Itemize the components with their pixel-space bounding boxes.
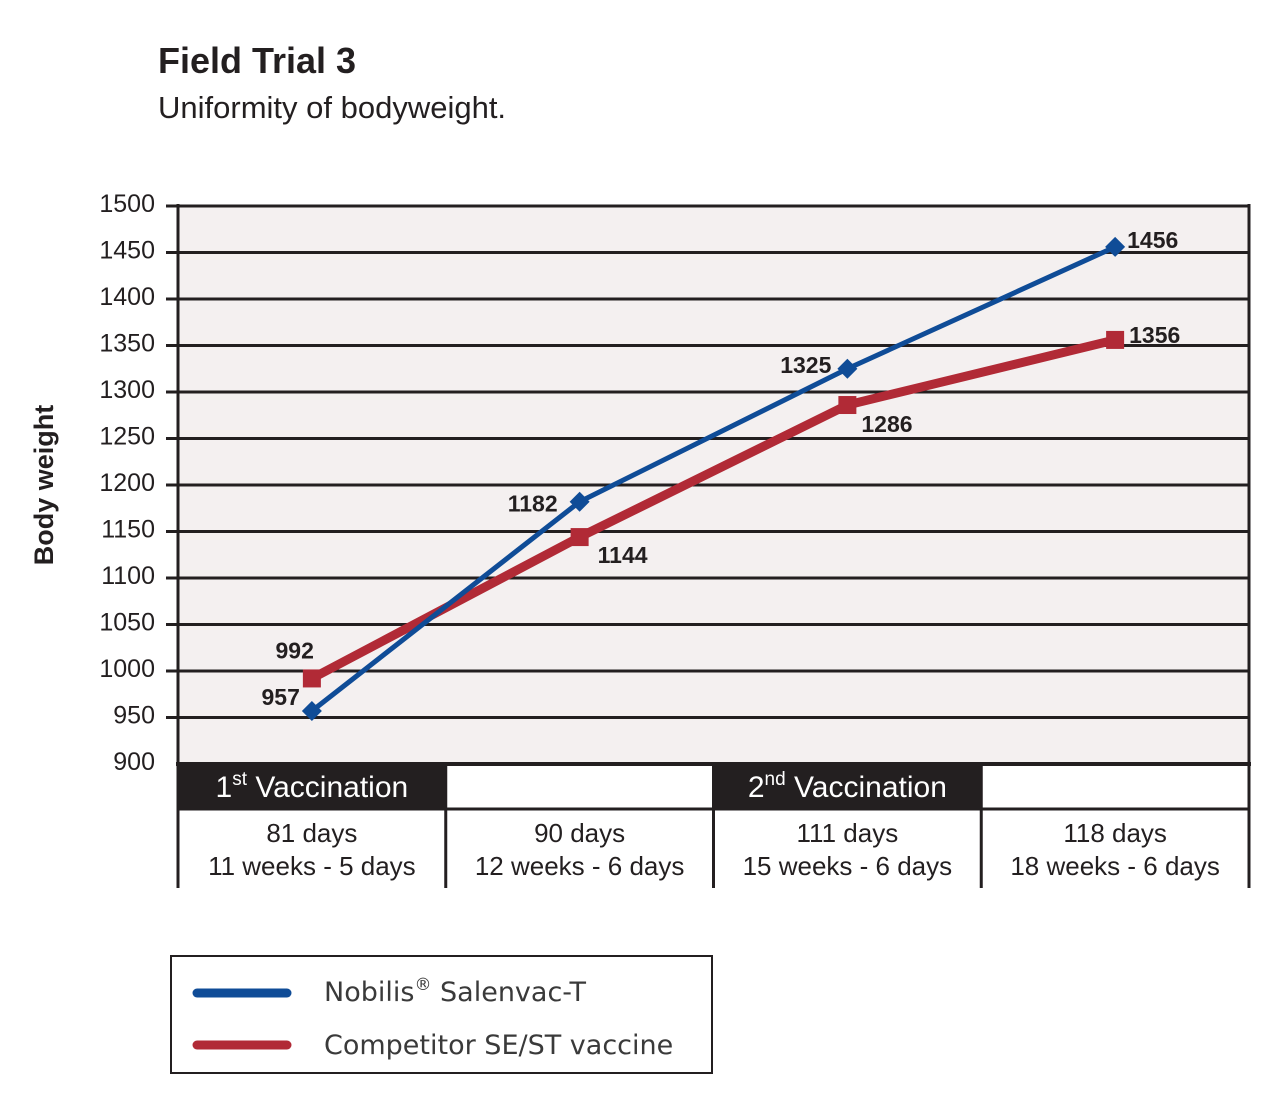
legend-label-nobilis: Nobilis® Salenvac-T — [324, 975, 587, 1008]
series-layer — [301, 236, 1126, 721]
series-line — [309, 244, 1118, 714]
chart-subtitle: Uniformity of bodyweight. — [158, 90, 506, 125]
y-tick-label: 1050 — [99, 609, 155, 637]
data-point — [1106, 330, 1125, 349]
legend-name-nobilis: Nobilis — [324, 977, 414, 1008]
y-tick-label: 1150 — [101, 516, 155, 544]
data-label: 957 — [262, 684, 300, 710]
legend-label-competitor: Competitor SE/ST vaccine — [324, 1030, 673, 1061]
legend-registered-mark: ® — [414, 975, 431, 995]
vaccination-ordinal: 2 — [748, 771, 765, 804]
y-tick-label: 950 — [113, 702, 155, 730]
vaccination-text: Vaccination — [786, 771, 947, 804]
x-category-weeks: 15 weeks - 6 days — [743, 851, 953, 881]
data-point — [1105, 236, 1126, 257]
vaccination-text: Vaccination — [247, 771, 408, 804]
x-category-days: 90 days — [534, 818, 625, 848]
y-tick-label: 1400 — [99, 283, 155, 311]
grid — [166, 204, 1251, 764]
y-tick-label: 1500 — [99, 190, 155, 218]
y-tick-label: 900 — [113, 748, 155, 776]
y-tick-label: 1100 — [101, 562, 155, 590]
vaccination-header — [178, 764, 446, 809]
y-tick-label: 1200 — [99, 469, 155, 497]
data-label: 992 — [276, 637, 314, 663]
data-point — [838, 396, 857, 415]
data-point — [837, 358, 858, 379]
data-label: 1325 — [780, 352, 831, 378]
x-category-weeks: 12 weeks - 6 days — [475, 851, 685, 881]
y-axis-label: Body weight — [29, 405, 59, 566]
data-point — [302, 669, 321, 688]
vaccination-ordinal: 1 — [216, 771, 233, 804]
y-tick-label: 1450 — [99, 237, 155, 265]
vaccination-ordinal-suffix: nd — [765, 769, 786, 790]
x-category-weeks: 18 weeks - 6 days — [1010, 851, 1220, 881]
vaccination-label: 2nd Vaccination — [748, 769, 947, 804]
y-tick-label: 1300 — [99, 376, 155, 404]
legend-box — [170, 955, 713, 1074]
data-point — [301, 700, 322, 721]
x-category-days: 81 days — [266, 818, 357, 848]
data-label: 1182 — [508, 491, 558, 517]
chart-title: Field Trial 3 — [158, 40, 356, 81]
vaccination-ordinal-suffix: st — [232, 769, 248, 790]
data-labels: 957 1182 1325 1456 992 1144 1286 1356 — [262, 227, 1181, 710]
data-label: 1144 — [598, 542, 648, 568]
y-tick-label: 1350 — [99, 330, 155, 358]
x-category-days: 118 days — [1063, 818, 1167, 848]
y-tick-label: 1250 — [99, 423, 155, 451]
data-label: 1356 — [1129, 322, 1180, 348]
data-label: 1286 — [861, 411, 912, 437]
y-axis-ticks: 900 950 1000 1050 1100 1150 1200 1250 1300 1350 14… — [99, 190, 155, 776]
data-label: 1456 — [1127, 227, 1178, 253]
vaccination-label: 1st Vaccination — [216, 769, 409, 804]
legend-name-rest: Salenvac-T — [431, 977, 586, 1008]
data-point — [570, 528, 589, 547]
legend: Nobilis® Salenvac-T Competitor SE/ST vac… — [170, 955, 713, 1074]
data-point — [569, 491, 590, 512]
x-category-weeks: 11 weeks - 5 days — [208, 851, 416, 881]
vaccination-header — [713, 764, 982, 809]
x-category-days: 111 days — [797, 818, 899, 848]
y-tick-label: 1000 — [99, 655, 155, 683]
